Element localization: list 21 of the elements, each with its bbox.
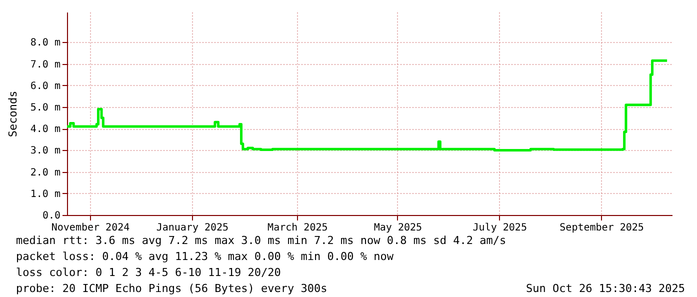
- y-tick-label: 0.0: [42, 210, 60, 222]
- y-tick-label: 4.0 m: [30, 124, 60, 136]
- y-tick-label: 8.0 m: [30, 38, 60, 49]
- text: probe: 20 ICMP Echo Pings (56 Bytes) every 300s: [16, 282, 328, 295]
- x-tick-label: January 2025: [156, 222, 229, 234]
- y-tick-label: 2.0 m: [30, 167, 60, 178]
- x-tick-label: March 2025: [268, 222, 328, 234]
- text: loss color: 0 1 2 3 4-5 6-10 11-19 20/20: [16, 266, 281, 279]
- y-tick-label: 6.0 m: [30, 80, 60, 92]
- y-tick-label: 7.0 m: [30, 59, 60, 70]
- x-tick-label: November 2024: [51, 222, 130, 234]
- y-tick-label: 3.0 m: [30, 146, 60, 157]
- y-axis-title: Seconds: [6, 90, 20, 138]
- x-tick-label: July 2025: [472, 222, 527, 234]
- x-tick-label: May 2025: [374, 222, 422, 234]
- y-tick-label: 1.0 m: [30, 188, 60, 200]
- y-tick-label: 5.0 m: [30, 102, 60, 114]
- x-tick-label: September 2025: [560, 222, 644, 234]
- text: Sun Oct 26 15:30:43 2025: [526, 282, 685, 295]
- text: median rtt: 3.6 ms avg 7.2 ms max 3.0 ms min 7.2 ms now 0.8 ms sd 4.2 am/s: [16, 234, 506, 247]
- text: packet loss: 0.04 % avg 11.23 % max 0.00 % min 0.00 % now: [16, 250, 394, 263]
